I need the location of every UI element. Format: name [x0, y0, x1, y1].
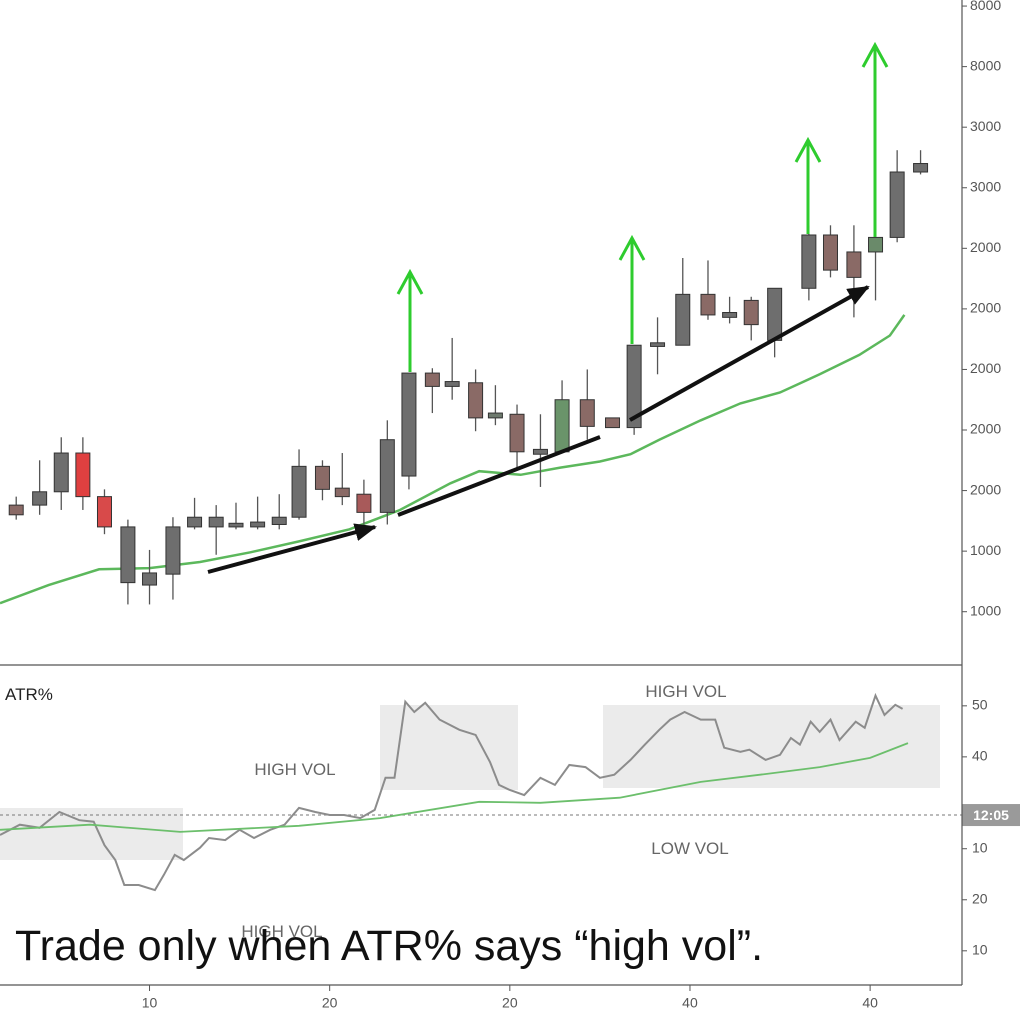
- candle-body: [605, 417, 621, 429]
- candle-body: [32, 491, 48, 506]
- atr-line: [0, 742, 909, 833]
- green-arrow-head: [794, 136, 822, 163]
- frame: [0, 0, 963, 986]
- green-arrow-head: [396, 268, 424, 295]
- x-tick-label: 20: [322, 995, 338, 1011]
- y-tick-label: 2000: [970, 300, 1001, 316]
- y-tick-label: 10: [972, 942, 988, 958]
- candle-body: [75, 452, 91, 498]
- candle-body: [165, 526, 181, 575]
- x-tick-label: 40: [682, 995, 698, 1011]
- candle-body: [291, 465, 307, 518]
- y-tick-label: 2000: [970, 481, 1001, 497]
- marks: [0, 150, 929, 892]
- candle-body: [700, 293, 716, 316]
- trend-arrow: [397, 435, 601, 517]
- candle-body: [468, 382, 484, 419]
- candle-body: [271, 516, 287, 525]
- trend-arrow: [629, 285, 870, 422]
- candle-body: [509, 413, 525, 453]
- candle-body: [53, 452, 69, 493]
- candle-body: [142, 572, 158, 586]
- candle-body: [424, 372, 440, 387]
- candle-body: [379, 439, 395, 513]
- candle-body: [8, 504, 24, 516]
- candle-body: [334, 487, 350, 498]
- annotation: HIGH VOL: [241, 922, 322, 941]
- annotation: LOW VOL: [651, 839, 728, 858]
- candle-body: [187, 516, 203, 528]
- vol-zone: [0, 808, 183, 860]
- y-tick-label: 40: [972, 748, 988, 764]
- y-tick-label: 10: [972, 839, 988, 855]
- moving-average: [0, 314, 906, 605]
- candle-body: [228, 522, 244, 528]
- candle-body: [314, 465, 330, 490]
- candle-body: [208, 516, 224, 528]
- candle-body: [868, 236, 884, 253]
- candle-body: [532, 448, 548, 455]
- threshold-tag: [962, 804, 1020, 827]
- atr-line: [0, 692, 904, 892]
- shaded-regions: [0, 705, 940, 860]
- panel-title: ATR%: [5, 685, 53, 704]
- y-tick-label: 2000: [970, 421, 1001, 437]
- candle-body: [801, 234, 817, 289]
- y-tick-label: 8000: [970, 0, 1001, 13]
- green-arrow-head: [618, 234, 646, 261]
- y-tick-label: 8000: [970, 57, 1001, 73]
- candle-body: [96, 496, 112, 528]
- vol-zone: [380, 705, 518, 790]
- candle-body: [401, 372, 417, 477]
- candle-body: [120, 526, 136, 584]
- x-tick-label: 40: [862, 995, 878, 1011]
- green-arrow-head: [861, 41, 889, 68]
- trend-arrow: [207, 523, 377, 574]
- candle-body: [626, 344, 642, 429]
- candle-body: [846, 251, 862, 278]
- x-tick-label: 20: [502, 995, 518, 1011]
- candle-body: [554, 399, 570, 453]
- y-tick-label: 20: [972, 890, 988, 906]
- candle-body: [650, 342, 666, 347]
- candle-body: [767, 287, 783, 341]
- threshold-label: 12:05: [973, 807, 1009, 823]
- candle-body: [675, 293, 691, 346]
- x-tick-label: 10: [142, 995, 158, 1011]
- y-tick-label: 1000: [970, 602, 1001, 618]
- y-tick-label: 1000: [970, 542, 1001, 558]
- candle-body: [913, 163, 929, 173]
- y-tick-label: 2000: [970, 360, 1001, 376]
- candle-body: [743, 299, 759, 326]
- candle-body: [722, 312, 738, 318]
- annotation: HIGH VOL: [254, 760, 335, 779]
- y-tick-label: 3000: [970, 178, 1001, 194]
- y-tick-label: 2000: [970, 239, 1001, 255]
- candle-body: [250, 521, 266, 528]
- caption: Trade only when ATR% says “high vol”.: [15, 922, 763, 970]
- candle-body: [822, 234, 838, 271]
- candle-body: [356, 493, 372, 513]
- annotation: HIGH VOL: [645, 682, 726, 701]
- vol-zone: [603, 705, 940, 788]
- candle-body: [487, 412, 503, 419]
- arrows: [207, 41, 889, 574]
- candle-body: [444, 381, 460, 387]
- y-tick-label: 3000: [970, 118, 1001, 134]
- candle-body: [889, 171, 905, 238]
- candle-body: [579, 399, 595, 427]
- y-tick-label: 50: [972, 697, 988, 713]
